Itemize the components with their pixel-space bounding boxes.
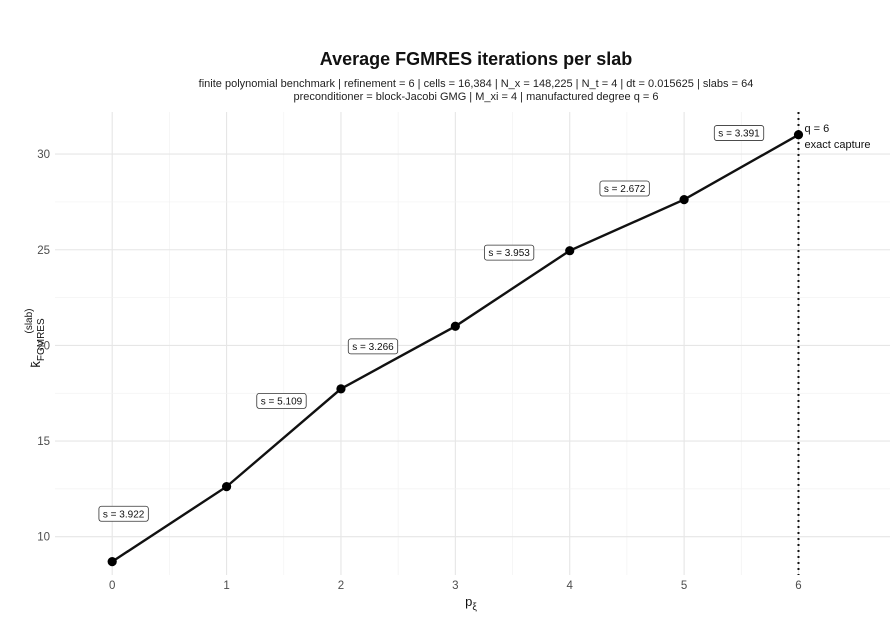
- y-tick-label: 30: [37, 149, 50, 161]
- data-point: [793, 130, 804, 140]
- x-tick-label: 0: [109, 580, 115, 592]
- slope-label-text: s = 3.391: [718, 129, 760, 140]
- data-point: [679, 195, 689, 205]
- data-points: [107, 130, 804, 567]
- x-tick-label: 3: [452, 580, 458, 592]
- slope-label-box: [599, 180, 650, 197]
- reference-line-sublabel: exact capture: [804, 139, 870, 151]
- y-axis-label-main: k̄: [28, 361, 43, 368]
- y-axis-label: k̄FGMRES (slab): [24, 308, 47, 367]
- data-point: [107, 557, 117, 567]
- y-axis-label-sup: (slab): [24, 308, 35, 333]
- x-tick-label: 4: [567, 580, 574, 592]
- y-tick-label: 20: [37, 340, 50, 352]
- slope-label: s = 5.109: [256, 392, 307, 409]
- slope-label: s = 3.266: [347, 338, 399, 355]
- data-point: [450, 321, 460, 331]
- x-axis-label-main: p: [465, 594, 472, 609]
- slope-label-text: s = 3.922: [103, 509, 145, 520]
- x-axis-label-sub: ξ: [472, 602, 477, 613]
- data-point: [221, 482, 232, 492]
- reference-line-label: q = 6: [804, 123, 829, 135]
- x-axis-label: pξ: [465, 594, 477, 613]
- slope-label: s = 2.672: [599, 180, 650, 197]
- slope-label: s = 3.922: [98, 505, 149, 522]
- y-tick-label: 10: [37, 532, 50, 544]
- chart-subtitle-line-2: preconditioner = block-Jacobi GMG | M_xi…: [294, 91, 659, 103]
- slope-label-text: s = 5.109: [261, 396, 303, 407]
- slope-label-text: s = 3.266: [352, 342, 394, 353]
- y-tick-label: 15: [37, 436, 50, 448]
- grid: [55, 112, 890, 575]
- slope-label-box: [98, 505, 149, 522]
- data-point: [565, 246, 575, 256]
- chart-subtitle-line-1: finite polynomial benchmark | refinement…: [199, 78, 754, 90]
- svg-text:k̄FGMRES: k̄FGMRES: [28, 318, 47, 368]
- chart-title: Average FGMRES iterations per slab: [320, 49, 632, 69]
- slope-label-text: s = 3.953: [488, 248, 530, 259]
- data-point: [336, 384, 346, 394]
- slope-label-box: [256, 392, 307, 409]
- slope-label-box: [347, 338, 399, 355]
- x-tick-label: 2: [338, 580, 344, 592]
- slope-label-box: [713, 125, 765, 141]
- y-axis-ticks: 10 15 20 25 30: [37, 149, 50, 544]
- x-axis-ticks: 0 1 2 3 4 5 6: [109, 580, 802, 592]
- slope-label: s = 3.953: [483, 244, 535, 261]
- slope-label-text: s = 2.672: [604, 184, 646, 195]
- y-axis-label-sub: FGMRES: [36, 318, 47, 361]
- x-tick-label: 5: [681, 580, 687, 592]
- slope-label: s = 3.391: [713, 125, 765, 141]
- x-tick-label: 6: [795, 580, 801, 592]
- slope-labels: s = 3.922 s = 5.109 s = 3.266 s = 3.953 s = …: [98, 125, 765, 522]
- y-tick-label: 25: [37, 245, 50, 257]
- slope-label-box: [483, 244, 535, 261]
- x-tick-label: 1: [223, 580, 229, 592]
